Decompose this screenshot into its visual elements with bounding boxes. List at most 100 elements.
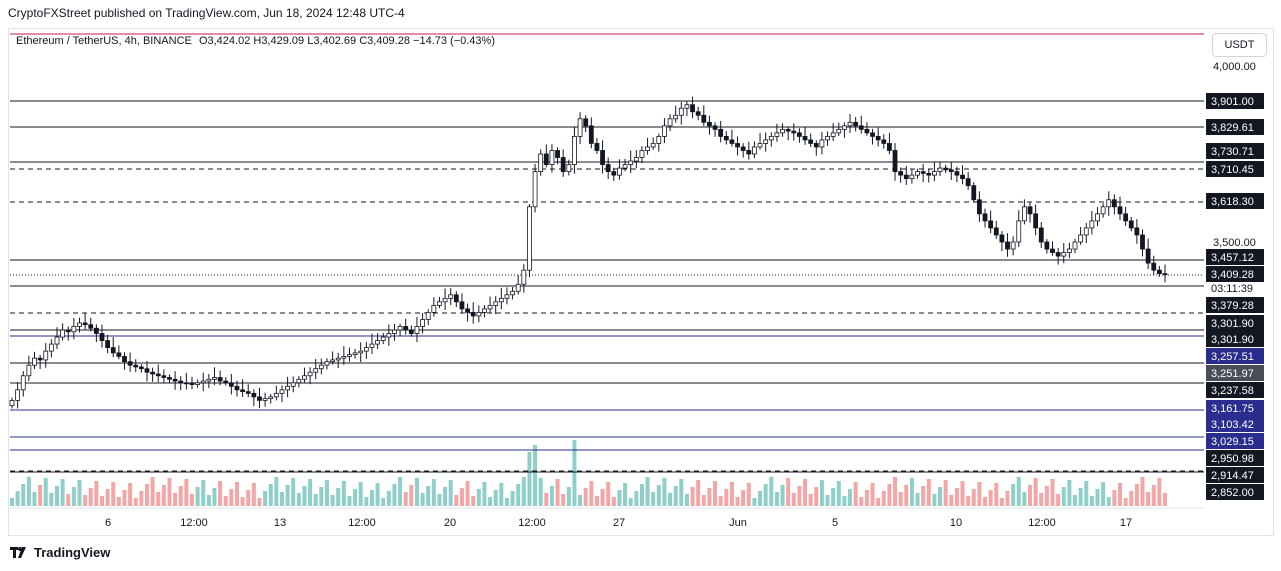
volume-bar [1056,494,1061,506]
candle-body [369,343,375,348]
volume-bar [1163,493,1167,506]
volume-bar [583,488,588,506]
legend-low: L3,402.69 [307,35,357,47]
candle-body [802,135,808,141]
candle-body [290,382,296,387]
candle-body [718,128,724,137]
volume-bar [544,493,549,506]
volume-bar [465,481,470,506]
volume-bar [527,452,532,506]
price-label-bg [1206,484,1264,500]
volume-bar [431,479,436,506]
candle-body [988,220,994,229]
price-label-bg [1206,315,1264,331]
candle-body [448,294,454,299]
candle-body [903,174,909,180]
volume-bar [364,497,369,506]
candle-body [1010,241,1016,250]
volume-bar [1106,497,1111,506]
candle-body [515,283,521,292]
volume-bar [471,496,476,506]
candle-body [656,135,662,144]
price-label-bg [1206,297,1264,313]
candle-body [122,355,127,363]
volume-bar [1112,490,1117,506]
candle-body [566,164,572,172]
volume-bar [116,497,121,506]
candle-body [1027,206,1033,215]
candle-body [808,139,814,144]
volume-bar [904,485,909,506]
candle-body [71,326,77,333]
candle-body [768,135,774,141]
candle-body [926,172,932,176]
volume-bar [308,479,313,506]
x-tick-label: 5 [832,517,838,529]
legend-change: −14.73 (−0.43%) [413,35,495,47]
candle-body [628,160,634,165]
volume-bar [741,490,746,506]
x-tick-label: 6 [105,517,111,529]
candle-body [465,308,470,313]
volume-bar [572,440,577,506]
currency-button[interactable]: USDT [1212,33,1267,57]
countdown-label: 03:11:39 [1211,283,1253,295]
volume-bar [1067,480,1072,506]
volume-bar [1146,492,1151,506]
candle-body [116,352,122,357]
candle-body [77,322,82,327]
volume-bar [54,486,59,506]
volume-bar [1140,477,1145,506]
volume-bar [414,478,419,506]
candle-body [858,125,864,130]
footer-brand[interactable]: TradingView [10,545,110,560]
candle-body [183,382,189,385]
candle-body [960,174,965,180]
candle-body [257,396,262,401]
candle-body [470,311,476,317]
volume-bar [988,490,993,506]
volume-bar [1089,496,1094,506]
volume-bar [1022,492,1027,506]
price-label-bg [1206,93,1264,109]
price-label-bg [1206,416,1264,432]
volume-bar [1050,479,1055,506]
volume-bar [144,484,149,506]
price-label: 3,257.51 [1211,351,1254,363]
candle-body [487,304,493,310]
volume-bar [302,486,307,506]
volume-bar [32,492,37,506]
candle-body [729,139,735,144]
volume-bar [966,496,971,506]
candle-body [690,104,695,113]
candle-body [673,114,679,120]
candle-body [1095,213,1100,222]
volume-bar [566,487,571,506]
volume-bar [291,478,296,506]
volume-bar [77,480,82,506]
volume-bar [167,478,172,506]
volume-bar [223,496,228,506]
price-label-bg [1206,365,1264,381]
candle-body [127,361,133,366]
candle-body [352,352,358,356]
price-label: 3,829.61 [1211,122,1254,134]
candle-body [273,392,279,398]
candle-body [538,153,544,173]
volume-bar [369,490,374,506]
price-label: 3,301.90 [1211,334,1254,346]
candle-body [875,135,881,141]
price-label-bg [1206,348,1264,364]
volume-bar [521,477,526,506]
volume-bar [156,492,161,506]
volume-bar [448,480,453,506]
price-label-bg [1206,331,1264,347]
candle-body [212,377,217,380]
candle-body [617,167,622,176]
candle-body [1016,220,1022,243]
candle-body [268,396,274,400]
candle-body [1145,248,1151,264]
candle-body [1134,227,1140,236]
volume-bar [386,491,391,506]
